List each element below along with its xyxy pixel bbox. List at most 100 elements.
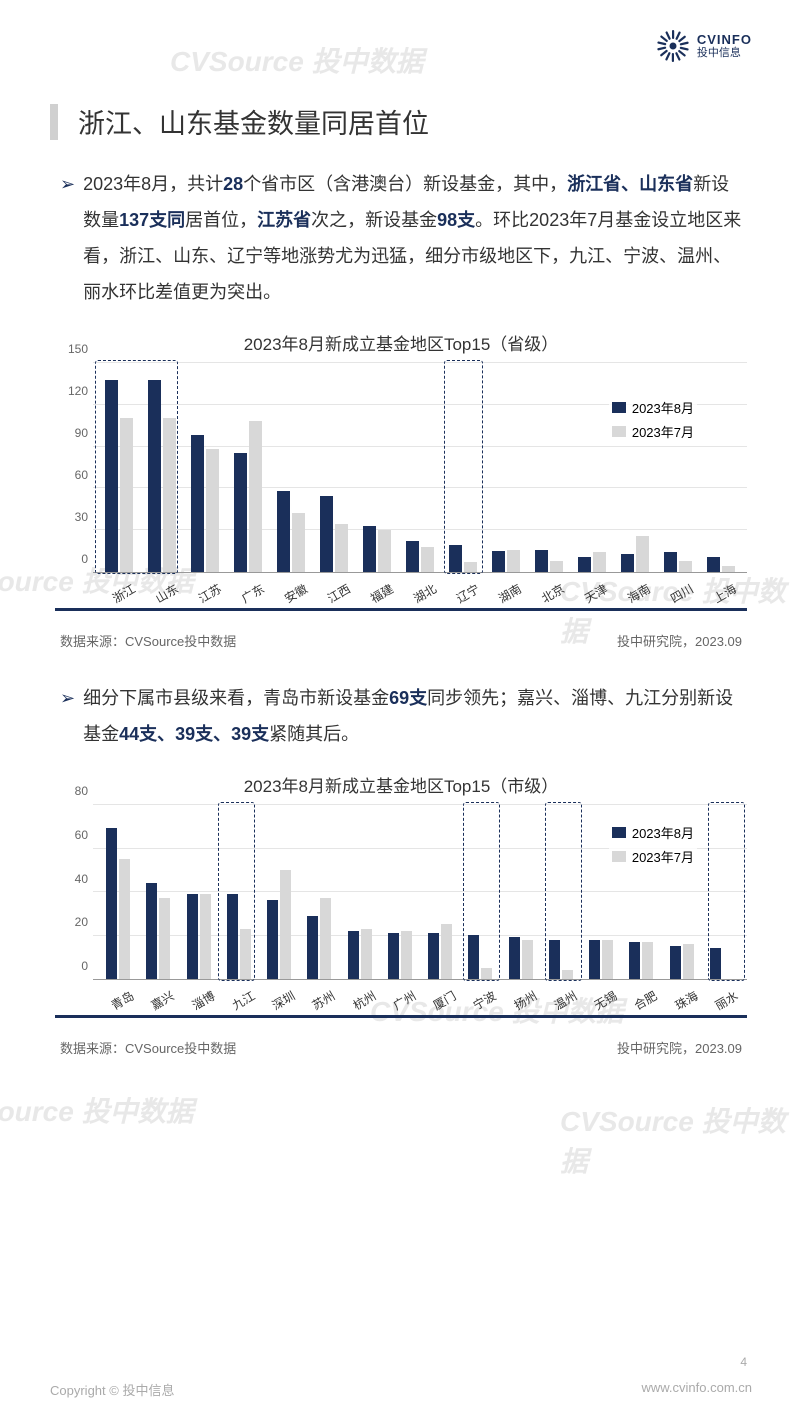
x-label: 丽水 — [704, 983, 747, 1018]
chart-2: 2023年8月新成立基金地区Top15（市级） 020406080青岛嘉兴淄博九… — [0, 767, 802, 1062]
x-label: 扬州 — [503, 983, 546, 1018]
logo-text: CVINFO 投中信息 — [697, 33, 752, 59]
x-label: 湖南 — [487, 575, 533, 611]
bar-group — [527, 550, 570, 572]
bar-group — [380, 931, 420, 979]
bar-jul — [249, 421, 262, 572]
bar-aug — [578, 557, 591, 572]
bar-jul — [562, 970, 573, 979]
y-tick: 120 — [68, 384, 88, 398]
bar-jul — [722, 566, 735, 572]
legend-item-aug: 2023年8月 — [612, 398, 694, 417]
bar-group — [699, 557, 742, 572]
chart-1-title: 2023年8月新成立基金地区Top15（省级） — [55, 330, 747, 355]
y-tick: 30 — [75, 510, 88, 524]
bar-group — [141, 380, 184, 572]
y-tick: 0 — [81, 959, 88, 973]
bar-jul — [320, 898, 331, 979]
bar-aug — [449, 545, 462, 572]
title-bar — [50, 104, 58, 140]
bar-group — [442, 545, 485, 572]
x-label: 淄博 — [181, 983, 224, 1018]
x-label: 九江 — [221, 983, 264, 1018]
bar-aug — [589, 940, 600, 979]
bar-group — [420, 924, 460, 979]
y-tick: 60 — [75, 828, 88, 842]
x-label: 北京 — [530, 575, 576, 611]
bar-jul — [292, 513, 305, 572]
bar-aug — [363, 526, 376, 572]
legend: 2023年8月 2023年7月 — [609, 820, 697, 869]
bar-aug — [428, 933, 439, 979]
bar-jul — [335, 524, 348, 572]
bar-aug — [468, 935, 479, 979]
bar-group — [313, 496, 356, 572]
x-label: 宁波 — [463, 983, 506, 1018]
chart-2-title: 2023年8月新成立基金地区Top15（市级） — [55, 772, 747, 797]
bar-jul — [464, 562, 477, 572]
bar-jul — [378, 530, 391, 572]
bar-group — [656, 552, 699, 572]
bar-jul — [507, 550, 520, 572]
bar-aug — [234, 453, 247, 572]
bar-aug — [710, 948, 721, 979]
x-label: 安徽 — [273, 575, 319, 611]
bar-jul — [522, 940, 533, 979]
paragraph-2: ➢ 细分下属市县级来看，青岛市新设基金69支同步领先；嘉兴、淄博、九江分别新设基… — [0, 655, 802, 767]
y-tick: 90 — [75, 426, 88, 440]
bar-aug — [629, 942, 640, 979]
bar-group — [484, 550, 527, 572]
bar-group — [581, 940, 621, 979]
x-label: 广东 — [230, 575, 276, 611]
bar-jul — [120, 418, 133, 572]
sunburst-icon — [657, 30, 689, 62]
bar-jul — [361, 929, 372, 979]
bar-group — [356, 526, 399, 572]
bar-jul — [441, 924, 452, 979]
bar-group — [613, 536, 656, 572]
bar-aug — [277, 491, 290, 572]
bar-group — [702, 948, 742, 979]
bar-aug — [670, 946, 681, 979]
legend-item-aug: 2023年8月 — [612, 823, 694, 842]
bar-aug — [621, 554, 634, 572]
bar-aug — [535, 550, 548, 572]
logo-text-en: CVINFO — [697, 33, 752, 47]
bar-aug — [388, 933, 399, 979]
bar-aug — [227, 894, 238, 979]
chart-1: 2023年8月新成立基金地区Top15（省级） 0306090120150浙江山… — [0, 325, 802, 655]
bar-aug — [664, 552, 677, 572]
y-tick: 60 — [75, 468, 88, 482]
x-label: 江西 — [316, 575, 362, 611]
bar-jul — [280, 870, 291, 979]
x-label: 浙江 — [101, 575, 147, 611]
x-label: 珠海 — [664, 983, 707, 1018]
bar-aug — [148, 380, 161, 572]
y-tick: 150 — [68, 342, 88, 356]
chart-1-source: 数据来源：CVSource投中数据 — [60, 631, 236, 650]
x-label: 天津 — [573, 575, 619, 611]
chart-1-footer: 数据来源：CVSource投中数据 投中研究院，2023.09 — [55, 631, 747, 650]
bar-jul — [593, 552, 606, 572]
bar-jul — [163, 418, 176, 572]
bar-group — [179, 894, 219, 979]
chart-2-plot: 020406080青岛嘉兴淄博九江深圳苏州杭州广州厦门宁波扬州温州无锡合肥珠海丽… — [55, 805, 747, 1005]
bar-jul — [240, 929, 251, 979]
para2-text: 细分下属市县级来看，青岛市新设基金69支同步领先；嘉兴、淄博、九江分别新设基金4… — [83, 680, 742, 752]
x-label: 苏州 — [302, 983, 345, 1018]
logo: CVINFO 投中信息 — [657, 30, 752, 62]
bar-group — [501, 937, 541, 979]
x-label: 广州 — [382, 983, 425, 1018]
chart-2-underline — [55, 1015, 747, 1018]
chart-2-credit: 投中研究院，2023.09 — [617, 1038, 742, 1057]
bar-group — [98, 380, 141, 572]
x-label: 湖北 — [401, 575, 447, 611]
title-section: 浙江、山东基金数量同居首位 — [0, 72, 802, 156]
header: CVINFO 投中信息 — [0, 0, 802, 72]
y-tick: 40 — [75, 872, 88, 886]
legend-item-jul: 2023年7月 — [612, 847, 694, 866]
logo-text-cn: 投中信息 — [697, 47, 752, 59]
bar-aug — [320, 496, 333, 572]
x-label: 辽宁 — [444, 575, 490, 611]
x-label: 山东 — [144, 575, 190, 611]
